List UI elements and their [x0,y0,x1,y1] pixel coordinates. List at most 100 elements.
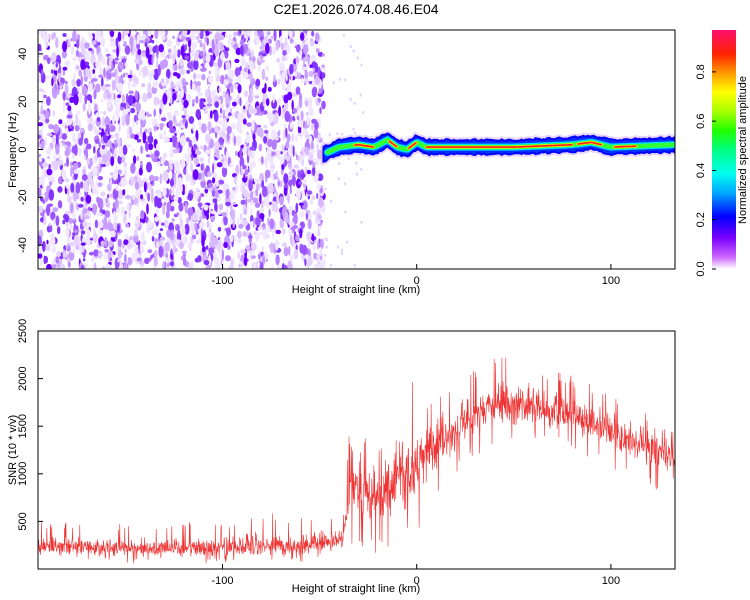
spectrogram-noise-cell [242,204,245,212]
spectrogram-noise-cell [108,240,114,248]
spectrogram-noise-cell [72,209,76,221]
spectrogram-noise-cell [267,86,272,92]
spectrogram-noise-cell [214,101,219,108]
spectrogram-noise-cell [282,228,286,235]
spectrogram-noise-cell [92,78,98,82]
spectrogram-noise-cell [182,235,187,246]
spectrogram-noise-cell [93,89,97,100]
spectrogram-noise-cell [203,259,210,266]
spectrogram-noise-cell [161,78,164,83]
spectrogram-noise-cell [207,83,211,88]
spectrogram-noise-cell [109,30,115,38]
spectrogram-noise-cell [214,65,218,78]
spectrogram-noise-cell [259,193,262,205]
spectrogram-noise-cell [219,144,224,148]
spectrogram-y-axis-title: Frequency (Hz) [7,112,19,188]
spectrogram-noise-cell [55,89,58,95]
spectrogram-noise-cell [277,78,281,86]
spectrogram-noise-cell [270,129,277,140]
spectrogram-noise-cell [145,140,149,152]
spectrogram-noise-cell [196,86,201,93]
spectrogram-noise-cell [340,248,344,252]
spectrogram-noise-cell [190,30,197,37]
spectrogram-noise-cell [70,38,73,42]
spectrogram-noise-cell [74,125,80,132]
spectrogram-noise-cell [288,221,295,227]
spectrogram-noise-cell [258,143,263,152]
spectrogram-noise-cell [299,221,305,230]
spectrogram-noise-cell [83,263,88,269]
spectrogram-noise-cell [325,238,329,242]
spectrogram-noise-cell [163,219,169,229]
spectrogram-noise-cell [214,201,218,213]
spectrogram-noise-cell [190,162,193,172]
spectrogram-noise-cell [144,38,149,43]
spectrogram-noise-cell [116,45,119,58]
spectrogram-noise-cell [207,171,212,177]
spectrogram-noise-cell [228,265,234,269]
spectrogram-noise-cell [52,160,59,170]
spectrogram-noise-cell [172,35,175,40]
spectrogram-noise-cell [172,52,176,65]
spectrogram-noise-cell [247,40,251,49]
spectrogram-noise-cell [108,188,111,192]
spectrogram-noise-cell [255,35,260,45]
spectrogram-noise-cell [160,117,167,122]
spectrogram-noise-cell [221,131,226,139]
spectrogram-noise-cell [183,99,189,108]
spectrogram-noise-cell [224,108,229,113]
spectrogram-noise-cell [208,247,214,255]
spectrogram-noise-cell [265,76,269,81]
spectrogram-noise-cell [89,116,93,123]
spectrogram-noise-cell [126,242,132,250]
spectrogram-noise-cell [275,229,282,235]
spectrogram-noise-cell [92,234,99,241]
spectrogram-noise-cell [277,131,280,137]
spectrogram-noise-cell [161,222,165,226]
spectrogram-noise-cell [188,46,191,54]
spectrogram-noise-cell [125,223,130,228]
spectrogram-noise-cell [51,86,56,97]
spectrogram-noise-cell [306,190,313,195]
spectrogram-noise-cell [179,58,184,67]
spectrogram-noise-cell [212,177,216,184]
spectrogram-noise-cell [362,110,365,114]
spectrogram-noise-cell [237,75,242,83]
spectrogram-noise-cell [112,202,116,210]
spectrogram-noise-cell [197,228,201,234]
spectrogram-noise-cell [218,203,224,211]
spectrogram-noise-cell [140,113,146,121]
spectrogram-noise-cell [246,30,252,37]
spectrogram-noise-cell [70,182,75,193]
spectrogram-noise-cell [240,57,246,67]
spectrogram-noise-cell [92,166,98,177]
spectrogram-noise-cell [262,98,265,107]
spectrogram-noise-cell [206,220,210,228]
spectrogram-noise-cell [110,72,117,77]
spectrogram-noise-cell [301,200,308,210]
spectrogram-noise-cell [255,216,261,226]
spectrogram-noise-cell [308,97,312,107]
colorbar-ticks: 0.0 0.2 0.4 0.6 0.8 [695,64,716,277]
spectrogram-noise-cell [202,246,206,253]
spectrogram-noise-cell [52,207,59,213]
spectrogram-noise-cell [160,155,165,165]
spectrogram-noise-cell [259,59,265,64]
spectrogram-noise-cell [147,249,153,254]
spectrogram-noise-cell [141,93,148,102]
spectrogram-noise-cell [67,195,72,203]
spectrogram-noise-cell [47,175,53,183]
spectrogram-noise-cell [293,212,298,224]
spectrogram-noise-cell [163,160,169,167]
spectrogram-noise-cell [150,153,155,160]
spectrogram-noise-cell [321,72,326,79]
spectrogram-noise-cell [97,182,103,187]
spectrogram-noise-cell [108,65,111,69]
spectrogram-noise-cell [66,43,71,48]
spectrogram-noise-cell [86,210,90,215]
spectrogram-noise-cell [147,82,152,88]
spectrogram-noise-cell [65,227,70,238]
spectrogram-noise-cell [304,69,308,81]
spectrogram-noise-cell [73,169,80,174]
spectrogram-noise-cell [276,57,281,63]
